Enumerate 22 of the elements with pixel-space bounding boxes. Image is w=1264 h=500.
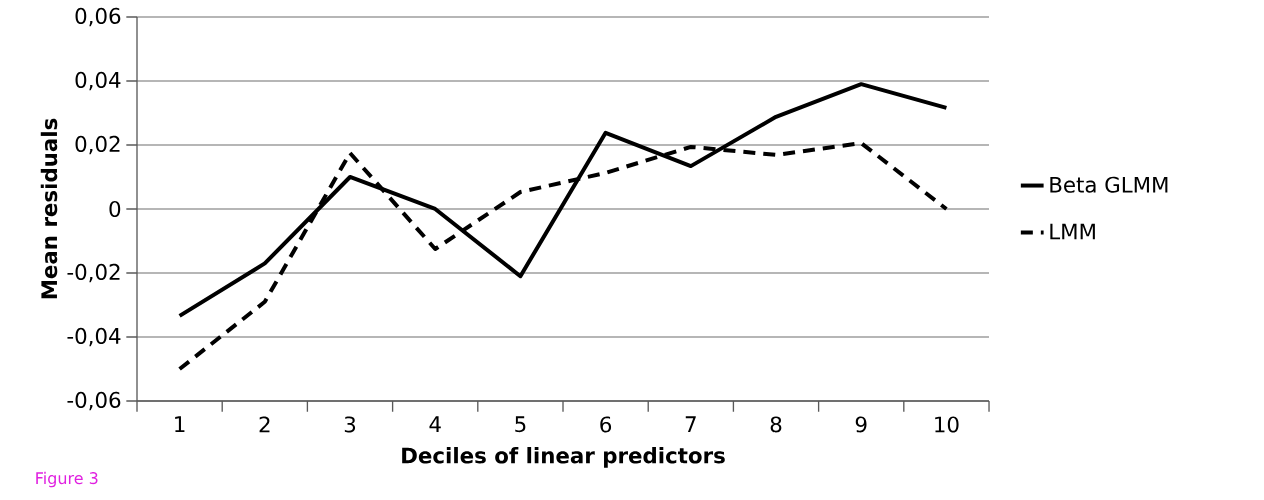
caption: Figure 3 <box>36 471 98 488</box>
legend-label: Beta GLMM <box>1050 176 1168 193</box>
x-tick-label: 6 <box>600 416 612 433</box>
x-tick-label: 1 <box>175 416 185 432</box>
x-tick-label: 9 <box>855 416 867 433</box>
y-tick-label: 0 <box>109 200 121 218</box>
y-tick-label: 0,04 <box>75 71 121 91</box>
x-tick-label: 5 <box>515 416 526 433</box>
y-tick-label: 0,06 <box>75 7 121 27</box>
y-tick-label: -0,06 <box>67 391 121 411</box>
legend-label: LMM <box>1050 223 1095 240</box>
x-tick-label: 3 <box>344 416 356 433</box>
x-axis-title: Deciles of linear predictors <box>402 447 725 468</box>
x-tick-label: 4 <box>429 416 441 432</box>
x-tick-label: 2 <box>259 416 270 433</box>
y-tick-label: -0,04 <box>67 327 121 347</box>
x-tick-label: 8 <box>770 416 782 433</box>
y-axis-title: Mean residuals <box>40 118 58 299</box>
y-tick-label: 0,02 <box>75 135 120 155</box>
x-tick-label: 7 <box>685 416 696 432</box>
y-tick-label: -0,02 <box>67 263 120 283</box>
x-tick-label: 10 <box>935 416 959 433</box>
